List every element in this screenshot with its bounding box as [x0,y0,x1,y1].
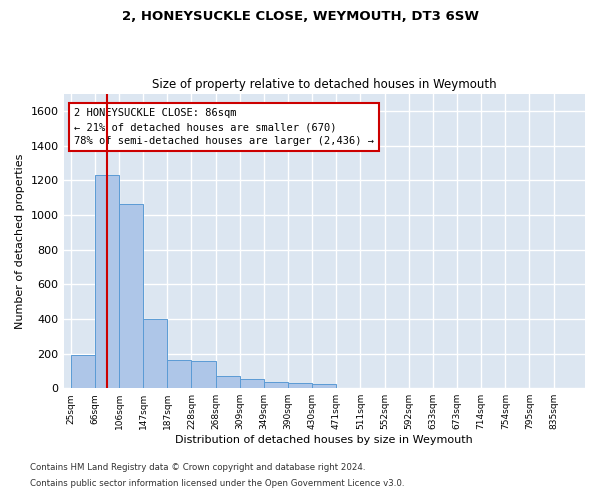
Bar [264,382,288,388]
Bar [191,362,215,388]
Bar [95,175,119,388]
X-axis label: Distribution of detached houses by size in Weymouth: Distribution of detached houses by size … [175,435,473,445]
Bar [288,383,312,388]
Bar [167,360,191,388]
Text: 2, HONEYSUCKLE CLOSE, WEYMOUTH, DT3 6SW: 2, HONEYSUCKLE CLOSE, WEYMOUTH, DT3 6SW [121,10,479,23]
Text: Contains public sector information licensed under the Open Government Licence v3: Contains public sector information licen… [30,478,404,488]
Bar [312,384,337,388]
Bar [215,376,240,388]
Bar [119,204,143,388]
Bar [143,318,167,388]
Text: 2 HONEYSUCKLE CLOSE: 86sqm
← 21% of detached houses are smaller (670)
78% of sem: 2 HONEYSUCKLE CLOSE: 86sqm ← 21% of deta… [74,108,374,146]
Title: Size of property relative to detached houses in Weymouth: Size of property relative to detached ho… [152,78,497,91]
Y-axis label: Number of detached properties: Number of detached properties [15,153,25,328]
Text: Contains HM Land Registry data © Crown copyright and database right 2024.: Contains HM Land Registry data © Crown c… [30,464,365,472]
Bar [240,378,264,388]
Bar [71,355,95,388]
